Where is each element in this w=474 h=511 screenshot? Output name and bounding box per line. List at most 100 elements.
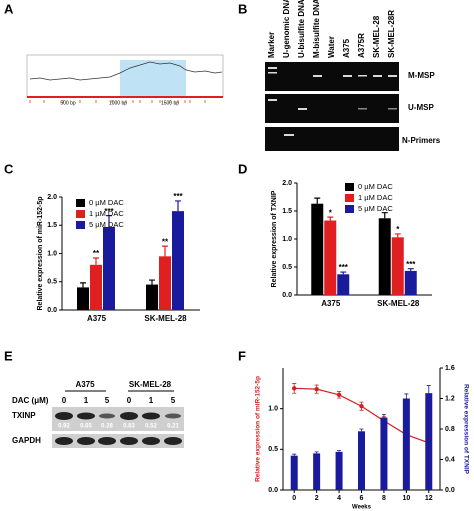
protein-label: TXINP: [12, 411, 36, 420]
error-bar: [359, 428, 364, 432]
y-tick-label: 1.2: [445, 395, 455, 402]
panel-letter: E: [4, 348, 13, 363]
error-bar: [407, 268, 414, 271]
y-axis-label: Relative expression of miR-152-5p: [255, 376, 262, 482]
bar: [311, 203, 324, 295]
cell-line-label: SK-MEL-28: [129, 380, 172, 389]
y-tick-label: 0.4: [445, 456, 455, 463]
error-bar: [314, 451, 319, 454]
dose-label: DAC (μM): [12, 396, 49, 405]
significance: ***: [339, 263, 349, 272]
legend-swatch: [76, 221, 85, 229]
y-axis-label: Relative expression of TXNIP: [462, 384, 469, 475]
lane-label: SK-MEL-28R: [387, 10, 396, 58]
bar: [402, 398, 410, 490]
bar: [358, 431, 365, 490]
y-axis-label: Relative expression of miR-152-5p: [37, 197, 44, 311]
error-bar: [292, 383, 297, 394]
x-tick-label: A375: [321, 299, 341, 308]
bar: [324, 220, 337, 295]
panel-letter: D: [238, 161, 247, 176]
error-bar: [314, 384, 319, 394]
panel-letter: C: [4, 161, 14, 176]
panel-letter: A: [4, 1, 14, 16]
error-bar: [337, 391, 342, 399]
legend-swatch: [76, 210, 85, 218]
x-tick-label: 12: [425, 495, 433, 502]
x-tick-label: 10: [402, 495, 410, 502]
error-bar: [426, 385, 431, 394]
legend-label: 5 µM DAC: [89, 220, 124, 229]
y-tick-label: 2.0: [282, 180, 292, 187]
legend-swatch: [345, 194, 354, 202]
error-bar: [292, 453, 297, 456]
lane-label: A375: [342, 38, 351, 58]
legend-swatch: [76, 199, 85, 207]
bar: [103, 226, 115, 310]
bar: [159, 256, 171, 310]
y-tick-label: 1.5: [282, 208, 292, 215]
error-bar: [359, 401, 364, 411]
band-ratio: 0.92: [58, 424, 70, 430]
x-tick-label: A375: [87, 314, 107, 323]
row-label: U-MSP: [408, 103, 434, 112]
lane-label: M-bisulfite DNA: [312, 0, 321, 58]
y-tick-label: 0.5: [268, 446, 278, 453]
y-tick-label: 1.0: [268, 406, 278, 413]
error-bar: [106, 215, 112, 227]
legend-label: 0 µM DAC: [89, 198, 124, 207]
y-tick-label: 1.0: [47, 250, 57, 257]
x-tick-label: SK-MEL-28: [144, 314, 187, 323]
error-bar: [175, 200, 181, 212]
panel-letter: B: [238, 1, 247, 16]
bar: [146, 284, 158, 310]
legend-swatch: [345, 205, 354, 213]
error-bar: [314, 197, 321, 204]
dose: 0: [127, 396, 132, 405]
y-tick-label: 0.0: [268, 487, 278, 494]
legend-label: 1 µM DAC: [358, 193, 393, 202]
legend-swatch: [345, 183, 354, 191]
band-ratio: 0.28: [101, 424, 113, 430]
y-tick-label: 1.0: [282, 236, 292, 243]
dose: 5: [105, 396, 110, 405]
gel-image: [265, 127, 399, 151]
legend-label: 0 µM DAC: [358, 182, 393, 191]
band-ratio: 0.83: [123, 424, 135, 430]
y-tick-label: 0.5: [282, 264, 292, 271]
error-bar: [149, 279, 155, 285]
legend-label: 5 µM DAC: [358, 204, 393, 213]
dose: 1: [84, 396, 89, 405]
significance: ***: [406, 260, 416, 269]
error-bar: [93, 257, 99, 265]
dose: 5: [171, 396, 176, 405]
y-tick-label: 1.5: [47, 222, 57, 229]
lane-label: Marker: [267, 32, 276, 58]
significance: **: [162, 237, 169, 246]
significance: **: [93, 249, 100, 258]
y-tick-label: 2.0: [47, 194, 57, 201]
blot-bands: [55, 412, 182, 445]
dose: 1: [149, 396, 154, 405]
x-tick-label: 8: [382, 495, 386, 502]
significance: *: [396, 225, 400, 234]
x-tick-label: 4: [337, 495, 341, 502]
western-blot: A375 SK-MEL-28 DAC (μM) 0 1 5 0 1 5 TXIN…: [12, 380, 184, 448]
x-axis-label: Weeks: [352, 505, 372, 511]
lane-label: SK-MEL-28: [372, 15, 381, 58]
cpg-axis-label: 500 bp: [60, 100, 76, 106]
error-bar: [394, 233, 401, 238]
y-tick-label: 0.0: [282, 292, 292, 299]
row-label: N-Primers: [402, 136, 441, 145]
error-bar: [327, 216, 334, 221]
y-tick-label: 0.0: [47, 307, 57, 314]
error-bar: [162, 245, 168, 257]
y-tick-label: 0.0: [445, 487, 455, 494]
significance: *: [329, 208, 333, 217]
lane-label: A375R: [357, 33, 366, 58]
bar: [380, 417, 388, 490]
cell-line-label: A375: [75, 380, 95, 389]
error-bar: [337, 449, 342, 452]
x-tick-label: 0: [292, 495, 296, 502]
